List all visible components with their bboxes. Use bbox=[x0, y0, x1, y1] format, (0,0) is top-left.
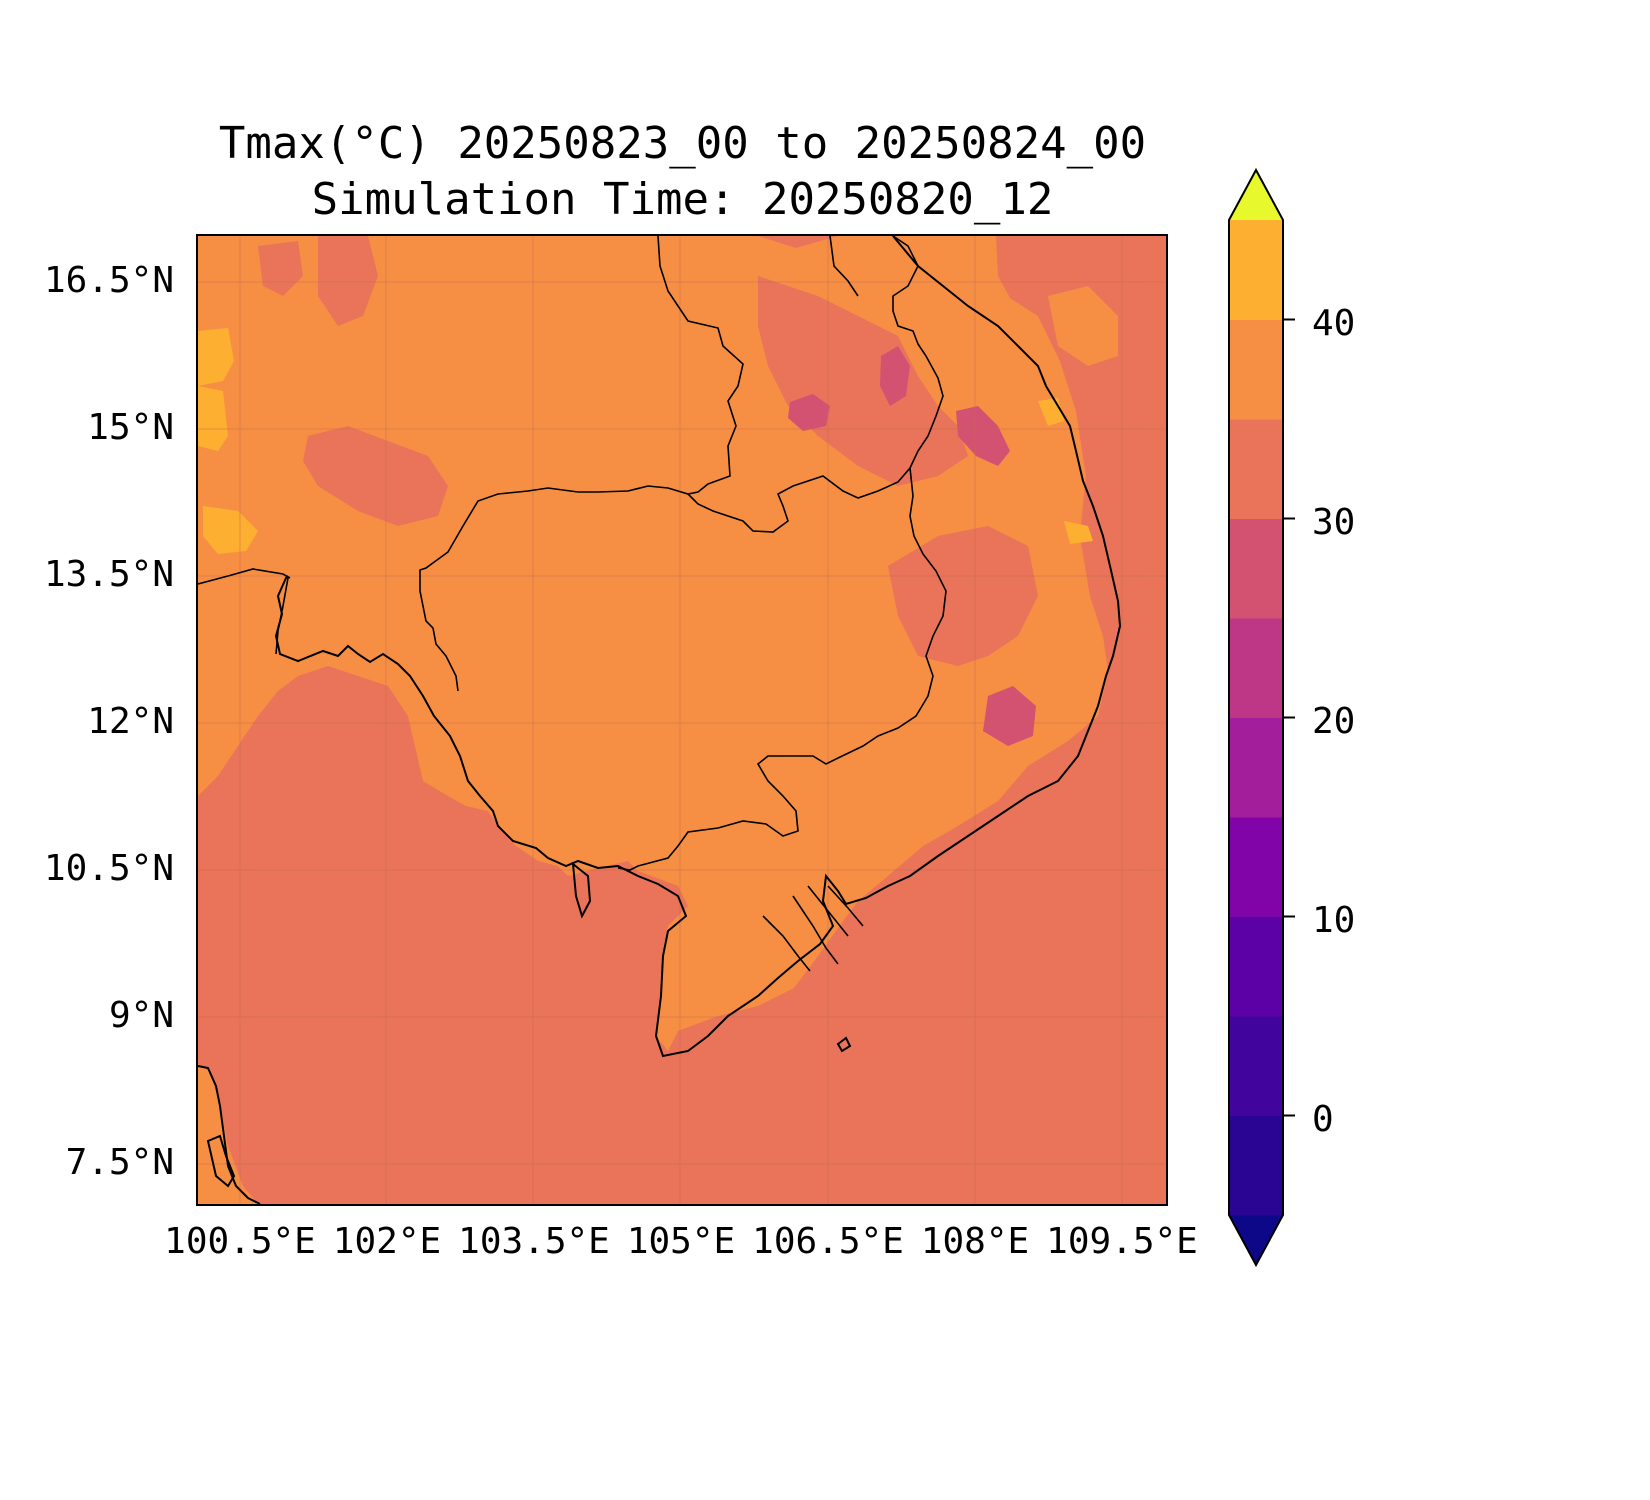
coldest-zone bbox=[983, 686, 1036, 746]
colorbar-band bbox=[1229, 618, 1283, 718]
colorbar-band bbox=[1229, 916, 1283, 1017]
map-title: Tmax(°C) 20250823_00 to 20250824_00 bbox=[218, 118, 1147, 169]
lat-tick-label: 9°N bbox=[108, 995, 174, 1036]
colorbar-band bbox=[1229, 817, 1283, 917]
lon-tick-label: 102°E bbox=[332, 1221, 442, 1262]
colorbar-outline bbox=[1228, 167, 1284, 1268]
cool-zone bbox=[888, 526, 1038, 666]
colorbar-extend-min bbox=[1229, 1215, 1283, 1265]
cool-zone bbox=[758, 276, 968, 486]
country-border bbox=[687, 236, 944, 533]
coastline bbox=[571, 861, 592, 919]
land-area bbox=[198, 1066, 258, 1204]
coldest-zone bbox=[956, 406, 1010, 466]
country-border bbox=[198, 568, 291, 655]
colorbar bbox=[1228, 167, 1295, 1268]
colorbar-tick-label: 0 bbox=[1312, 1099, 1334, 1140]
coastline bbox=[198, 1065, 261, 1204]
lon-tick-label: 103.5°E bbox=[458, 1221, 610, 1262]
colorbar-band bbox=[1229, 419, 1283, 519]
colorbar-tick-label: 20 bbox=[1312, 701, 1356, 742]
mekong-delta bbox=[762, 885, 864, 972]
lat-tick-label: 12°N bbox=[87, 701, 174, 742]
cool-zone bbox=[318, 236, 378, 326]
warm-zone bbox=[1038, 436, 1078, 576]
coldest-zone bbox=[880, 346, 910, 406]
colorbar-tick-label: 30 bbox=[1312, 502, 1356, 543]
coastline bbox=[206, 1134, 236, 1188]
country-border bbox=[829, 236, 859, 297]
colorbar-band bbox=[1229, 1016, 1283, 1116]
lon-tick-label: 100.5°E bbox=[164, 1221, 316, 1262]
lat-tick-label: 15°N bbox=[87, 407, 174, 448]
colorbar-band bbox=[1229, 1115, 1283, 1216]
hottest-zone bbox=[198, 386, 228, 451]
warm-zone bbox=[1048, 286, 1118, 366]
coastline bbox=[836, 1036, 852, 1053]
coldest-zone bbox=[788, 394, 830, 431]
lon-tick-label: 109.5°E bbox=[1046, 1221, 1198, 1262]
lat-tick-label: 10.5°N bbox=[43, 848, 174, 889]
hottest-zone bbox=[203, 506, 258, 554]
temperature-map bbox=[198, 236, 1166, 1204]
colorbar-tick-label: 10 bbox=[1312, 900, 1356, 941]
lat-tick-label: 7.5°N bbox=[65, 1142, 174, 1183]
hottest-zone bbox=[1064, 521, 1093, 544]
hottest-zone bbox=[198, 328, 234, 386]
colorbar-band bbox=[1229, 518, 1283, 619]
lon-tick-label: 105°E bbox=[626, 1221, 736, 1262]
country-border bbox=[419, 236, 744, 692]
colorbar-band bbox=[1229, 319, 1283, 420]
colorbar-band bbox=[1229, 220, 1283, 320]
cool-zone bbox=[303, 426, 448, 526]
lat-tick-label: 16.5°N bbox=[43, 260, 174, 301]
coastline bbox=[274, 236, 1122, 1058]
lon-tick-label: 106.5°E bbox=[752, 1221, 904, 1262]
colorbar-band bbox=[1229, 717, 1283, 818]
map-subtitle: Simulation Time: 20250820_12 bbox=[311, 174, 1054, 225]
grid-lines bbox=[198, 236, 1166, 1204]
lat-tick-label: 13.5°N bbox=[43, 554, 174, 595]
colorbar-extend-max bbox=[1229, 170, 1283, 220]
map-panel bbox=[196, 234, 1168, 1206]
colorbar-tick-label: 40 bbox=[1312, 303, 1356, 344]
lon-tick-label: 108°E bbox=[920, 1221, 1030, 1262]
cool-zone bbox=[998, 236, 1166, 1204]
country-border bbox=[617, 467, 947, 871]
